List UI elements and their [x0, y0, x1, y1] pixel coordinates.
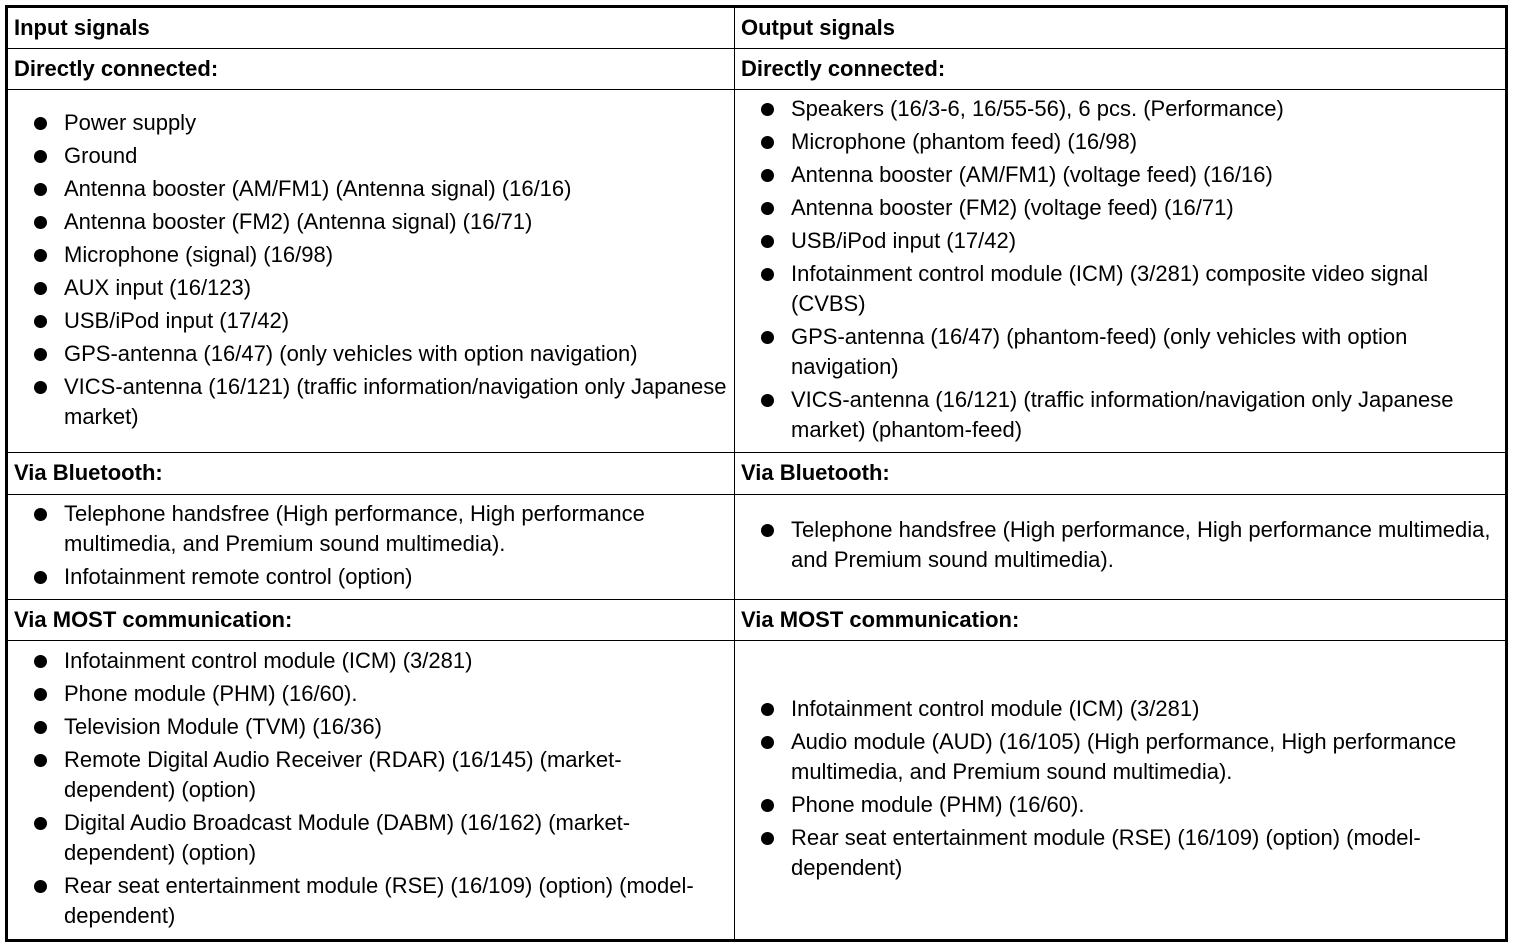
item-list: Telephone handsfree (High performance, H…: [14, 499, 728, 592]
section-body-row: Infotainment control module (ICM) (3/281…: [6, 639, 1507, 942]
section-heading: Directly connected:: [734, 48, 1507, 91]
list-item: Antenna booster (FM2) (Antenna signal) (…: [34, 207, 728, 237]
list-item: Digital Audio Broadcast Module (DABM) (1…: [34, 808, 728, 868]
list-item: Microphone (phantom feed) (16/98): [761, 127, 1499, 157]
section-heading-row: Directly connected: Directly connected:: [6, 48, 1507, 91]
section-heading: Via Bluetooth:: [6, 452, 735, 495]
header-row: Input signals Output signals: [6, 5, 1507, 50]
section-content: Speakers (16/3-6, 16/55-56), 6 pcs. (Per…: [734, 89, 1507, 454]
list-item: Antenna booster (AM/FM1) (Antenna signal…: [34, 174, 728, 204]
list-item: Phone module (PHM) (16/60).: [761, 790, 1499, 820]
section-heading-row: Via MOST communication: Via MOST communic…: [6, 598, 1507, 641]
section-body-row: Telephone handsfree (High performance, H…: [6, 493, 1507, 600]
list-item: Rear seat entertainment module (RSE) (16…: [34, 871, 728, 931]
list-item: AUX input (16/123): [34, 273, 728, 303]
section-heading: Via MOST communication:: [734, 598, 1507, 641]
list-item: Telephone handsfree (High performance, H…: [761, 515, 1499, 575]
list-item: Antenna booster (FM2) (voltage feed) (16…: [761, 193, 1499, 223]
section-content: Telephone handsfree (High performance, H…: [734, 493, 1507, 600]
list-item: VICS-antenna (16/121) (traffic informati…: [761, 385, 1499, 445]
signals-table: Input signals Output signals Directly co…: [5, 5, 1508, 942]
list-item: Infotainment control module (ICM) (3/281…: [761, 694, 1499, 724]
list-item: VICS-antenna (16/121) (traffic informati…: [34, 372, 728, 432]
list-item: Microphone (signal) (16/98): [34, 240, 728, 270]
section-body-row: Power supply Ground Antenna booster (AM/FM…: [6, 89, 1507, 454]
section-content: Infotainment control module (ICM) (3/281…: [734, 639, 1507, 942]
list-item: Ground: [34, 141, 728, 171]
section-content: Power supply Ground Antenna booster (AM/FM…: [6, 89, 735, 454]
list-item: Phone module (PHM) (16/60).: [34, 679, 728, 709]
list-item: USB/iPod input (17/42): [34, 306, 728, 336]
list-item: Audio module (AUD) (16/105) (High perfor…: [761, 727, 1499, 787]
list-item: Remote Digital Audio Receiver (RDAR) (16…: [34, 745, 728, 805]
item-list: Power supply Ground Antenna booster (AM/FM…: [14, 108, 728, 432]
list-item: Telephone handsfree (High performance, H…: [34, 499, 728, 559]
list-item: Antenna booster (AM/FM1) (voltage feed) …: [761, 160, 1499, 190]
section-heading: Via MOST communication:: [6, 598, 735, 641]
item-list: Infotainment control module (ICM) (3/281…: [14, 646, 728, 931]
section-heading: Via Bluetooth:: [734, 452, 1507, 495]
list-item: Television Module (TVM) (16/36): [34, 712, 728, 742]
list-item: GPS-antenna (16/47) (phantom-feed) (only…: [761, 322, 1499, 382]
header-cell: Output signals: [734, 5, 1507, 50]
list-item: USB/iPod input (17/42): [761, 226, 1499, 256]
header-cell: Input signals: [6, 5, 735, 50]
list-item: GPS-antenna (16/47) (only vehicles with …: [34, 339, 728, 369]
section-heading: Directly connected:: [6, 48, 735, 91]
item-list: Infotainment control module (ICM) (3/281…: [741, 694, 1499, 883]
list-item: Infotainment control module (ICM) (3/281…: [761, 259, 1499, 319]
item-list: Telephone handsfree (High performance, H…: [741, 515, 1499, 575]
section-content: Infotainment control module (ICM) (3/281…: [6, 639, 735, 942]
section-content: Telephone handsfree (High performance, H…: [6, 493, 735, 600]
list-item: Power supply: [34, 108, 728, 138]
list-item: Rear seat entertainment module (RSE) (16…: [761, 823, 1499, 883]
list-item: Speakers (16/3-6, 16/55-56), 6 pcs. (Per…: [761, 94, 1499, 124]
list-item: Infotainment remote control (option): [34, 562, 728, 592]
section-heading-row: Via Bluetooth: Via Bluetooth:: [6, 452, 1507, 495]
list-item: Infotainment control module (ICM) (3/281…: [34, 646, 728, 676]
table-body: Input signals Output signals Directly co…: [6, 5, 1507, 942]
item-list: Speakers (16/3-6, 16/55-56), 6 pcs. (Per…: [741, 94, 1499, 445]
